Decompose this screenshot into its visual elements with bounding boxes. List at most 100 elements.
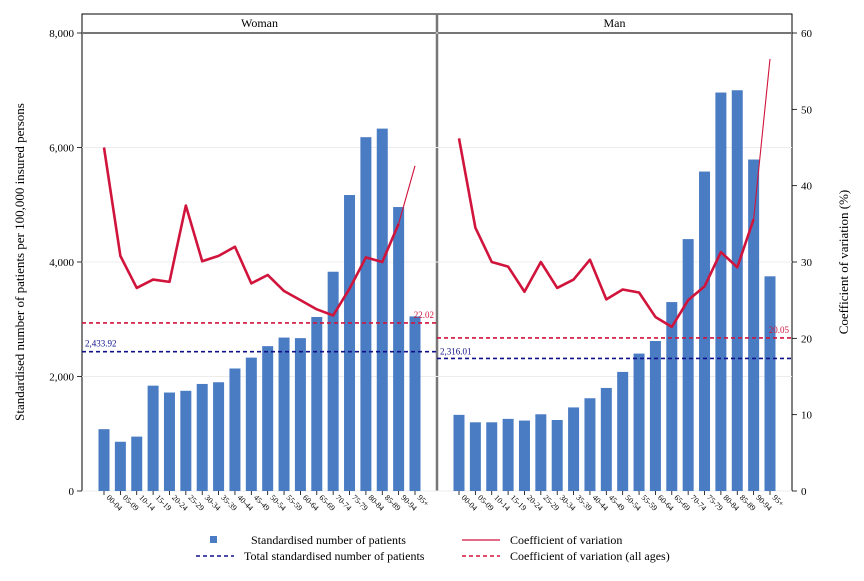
x-tick-label: 65-69 bbox=[317, 493, 337, 513]
y-tick-label: 0 bbox=[69, 486, 75, 498]
bar bbox=[393, 207, 405, 492]
x-tick-label: 05-09 bbox=[121, 493, 141, 513]
bar bbox=[180, 390, 192, 491]
x-tick-label: 35-39 bbox=[574, 493, 594, 513]
bar bbox=[486, 422, 498, 491]
bar bbox=[453, 414, 465, 491]
bar bbox=[764, 276, 776, 491]
bar bbox=[147, 385, 159, 491]
legend: Standardised number of patients Coefficie… bbox=[196, 533, 670, 563]
bar bbox=[213, 382, 225, 491]
x-tick-label: 85-89 bbox=[383, 493, 403, 513]
bar bbox=[518, 420, 530, 491]
bar bbox=[699, 171, 711, 492]
x-tick-label: 10-14 bbox=[137, 493, 157, 513]
bar bbox=[294, 338, 306, 491]
cv-line bbox=[457, 138, 755, 329]
y2-tick-label: 0 bbox=[801, 486, 807, 498]
cv-all-label: 20.05 bbox=[769, 325, 790, 335]
x-tick-label: 80-84 bbox=[721, 493, 741, 513]
y-tick-label: 2,000 bbox=[49, 372, 74, 384]
bar bbox=[196, 383, 208, 491]
total-label: 2,316.01 bbox=[440, 346, 472, 356]
panel-title: Man bbox=[604, 16, 626, 30]
y2-axis-title: Coefficient of variation (%) bbox=[836, 190, 851, 335]
x-tick-label: 75-79 bbox=[350, 493, 370, 513]
bar bbox=[600, 387, 612, 491]
bar bbox=[278, 337, 290, 491]
x-tick-label: 70-74 bbox=[689, 493, 709, 513]
bar bbox=[535, 414, 547, 491]
bar bbox=[682, 239, 694, 491]
x-tick-label: 90-94 bbox=[399, 493, 419, 513]
bar bbox=[715, 92, 727, 491]
x-tick-label: 55-59 bbox=[640, 493, 660, 513]
bar bbox=[114, 441, 126, 491]
y-tick-label: 8,000 bbox=[49, 28, 74, 40]
legend-swatch-bars bbox=[210, 536, 217, 543]
cv-line-tail bbox=[381, 165, 416, 263]
bar bbox=[584, 398, 596, 491]
legend-label-cv: Coefficient of variation bbox=[510, 533, 622, 547]
x-tick-label: 00-04 bbox=[105, 493, 125, 513]
bar bbox=[502, 418, 514, 491]
x-tick-label: 50-54 bbox=[268, 493, 288, 513]
x-tick-label: 15-19 bbox=[154, 493, 174, 513]
bar bbox=[360, 137, 372, 491]
y2-tick-label: 10 bbox=[801, 410, 813, 422]
x-tick-label: 15-19 bbox=[509, 493, 529, 513]
x-tick-label: 75-79 bbox=[705, 493, 725, 513]
cv-series bbox=[102, 58, 771, 329]
bar bbox=[551, 420, 563, 491]
bar-series bbox=[98, 90, 776, 492]
total-label: 2,433.92 bbox=[85, 339, 117, 349]
x-tick-label: 70-74 bbox=[334, 493, 354, 513]
x-tick-label: 30-34 bbox=[558, 493, 578, 513]
x-tick-label: 35-39 bbox=[219, 493, 239, 513]
x-tick-label: 45-49 bbox=[607, 493, 627, 513]
x-tick-label: 20-24 bbox=[170, 493, 190, 513]
x-tick-label: 25-29 bbox=[186, 493, 206, 513]
y2-tick-label: 60 bbox=[801, 28, 813, 40]
cv-all-label: 22.02 bbox=[414, 310, 434, 320]
x-tick-label: 40-44 bbox=[236, 493, 256, 513]
bar bbox=[568, 407, 580, 491]
y-tick-label: 4,000 bbox=[49, 257, 74, 269]
x-tick-label: 10-14 bbox=[492, 493, 512, 513]
x-tick-label: 30-34 bbox=[203, 493, 223, 513]
legend-label-cv-all: Coefficient of variation (all ages) bbox=[510, 549, 670, 563]
bar bbox=[731, 90, 743, 491]
y-axis-title: Standardised number of patients per 100,… bbox=[12, 103, 27, 421]
x-tick-label: 60-64 bbox=[656, 493, 676, 513]
y2-tick-label: 50 bbox=[801, 104, 813, 116]
x-tick-label: 45-49 bbox=[252, 493, 272, 513]
bar bbox=[98, 429, 110, 491]
x-tick-label: 20-24 bbox=[525, 493, 545, 513]
x-tick-label: 40-44 bbox=[591, 493, 611, 513]
bar bbox=[311, 316, 323, 491]
bar bbox=[327, 271, 339, 491]
bar bbox=[649, 341, 661, 491]
legend-label-bars: Standardised number of patients bbox=[251, 533, 406, 547]
bar bbox=[617, 371, 629, 491]
y-tick-label: 6,000 bbox=[49, 143, 74, 155]
bar bbox=[344, 195, 356, 491]
bar bbox=[666, 302, 678, 491]
bar bbox=[748, 159, 760, 491]
x-tick-label: 90-94 bbox=[754, 493, 774, 513]
x-tick-label: 60-64 bbox=[301, 493, 321, 513]
y2-tick-label: 30 bbox=[801, 257, 813, 269]
bar bbox=[633, 353, 645, 491]
x-tick-label: 80-84 bbox=[366, 493, 386, 513]
panel-title: Woman bbox=[241, 16, 278, 30]
bar bbox=[163, 392, 175, 491]
bar bbox=[469, 422, 481, 491]
reference-lines: 2,433.92 22.02 2,316.01 20.05 bbox=[82, 310, 792, 360]
x-tick-label: 25-29 bbox=[541, 493, 561, 513]
bar bbox=[376, 128, 388, 492]
x-tick-label: 85-89 bbox=[738, 493, 758, 513]
x-tick-label: 55-59 bbox=[285, 493, 305, 513]
x-tick-label: 00-04 bbox=[460, 493, 480, 513]
